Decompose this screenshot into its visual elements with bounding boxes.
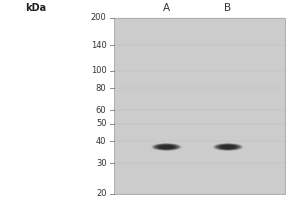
Ellipse shape [154,144,179,150]
Ellipse shape [152,143,182,151]
Text: A: A [163,3,170,13]
Bar [114,18,285,194]
Text: 30: 30 [96,159,106,168]
Ellipse shape [160,145,173,149]
Text: 200: 200 [91,14,106,22]
Text: 50: 50 [96,119,106,128]
Text: 20: 20 [96,190,106,198]
Ellipse shape [221,145,235,149]
Ellipse shape [157,145,176,149]
Ellipse shape [218,145,238,149]
Ellipse shape [213,143,243,151]
Text: 40: 40 [96,137,106,146]
Text: kDa: kDa [26,3,46,13]
Text: B: B [224,3,232,13]
Text: 60: 60 [96,106,106,115]
Text: 140: 140 [91,41,106,50]
Text: 80: 80 [96,84,106,93]
Text: 100: 100 [91,66,106,75]
Ellipse shape [215,144,241,150]
